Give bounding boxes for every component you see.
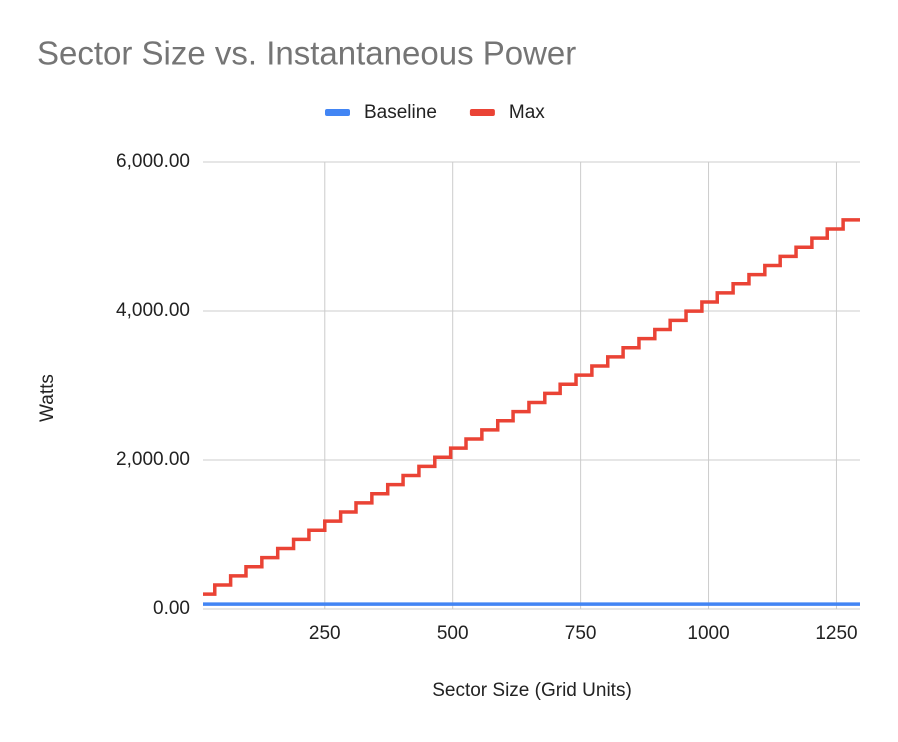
line-series	[203, 218, 860, 596]
x-tick-label: 1250	[815, 623, 857, 644]
x-tick-label: 250	[309, 623, 341, 644]
x-tick-label: 1000	[687, 623, 729, 644]
legend-label: Max	[509, 102, 545, 123]
x-axis-label: Sector Size (Grid Units)	[432, 680, 632, 701]
y-tick-label: 2,000.00	[116, 449, 190, 470]
legend-swatch	[469, 109, 495, 116]
chart-title: Sector Size vs. Instantaneous Power	[37, 35, 576, 72]
y-axis-label: Watts	[37, 374, 58, 422]
legend-swatch	[325, 109, 350, 116]
legend-label: Baseline	[364, 102, 437, 123]
y-tick-label: 0.00	[153, 598, 190, 619]
y-tick-label: 4,000.00	[116, 300, 190, 321]
x-tick-label: 750	[565, 623, 597, 644]
y-tick-label: 6,000.00	[116, 151, 190, 172]
x-tick-label: 500	[437, 623, 469, 644]
